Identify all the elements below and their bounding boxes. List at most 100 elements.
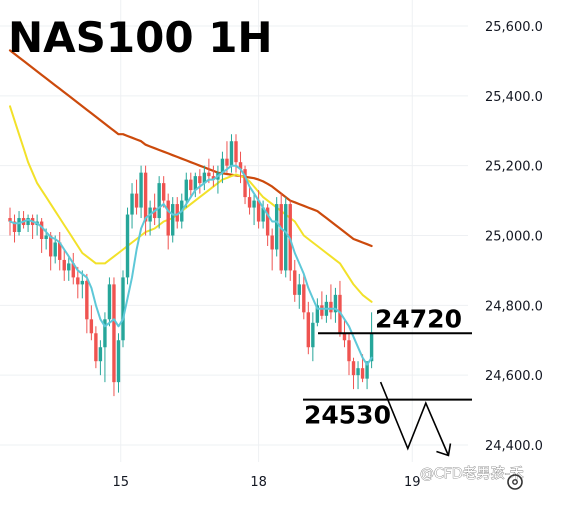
y-tick-label: 25,400.0 (485, 90, 543, 105)
y-tick-label: 25,200.0 (485, 160, 543, 175)
candle-body (76, 277, 80, 285)
candle-body (48, 235, 53, 257)
candle-body (89, 319, 94, 334)
candle (103, 312, 107, 383)
candle-body (238, 162, 243, 170)
candle (225, 141, 229, 173)
candle-body (274, 204, 279, 250)
candle (12, 214, 17, 243)
candle-body (284, 204, 288, 271)
candle (247, 186, 252, 215)
candle (121, 270, 125, 348)
x-tick-label: 18 (250, 475, 267, 490)
candle (130, 183, 134, 229)
y-tick-label: 25,600.0 (485, 20, 543, 35)
candle (112, 277, 116, 397)
candle (171, 197, 175, 243)
ma-slow-layer (8, 49, 373, 248)
candle-body (17, 218, 21, 233)
candle (297, 273, 301, 309)
candle (134, 179, 139, 215)
candle-body (85, 280, 89, 320)
candle (161, 176, 166, 208)
ma-mid-line (9, 105, 373, 303)
candle-body (143, 172, 148, 222)
candle (347, 333, 351, 376)
candle-body (315, 305, 320, 323)
candle (265, 204, 270, 246)
candle-body (116, 340, 121, 383)
candle-body (229, 141, 234, 166)
candle (202, 165, 207, 191)
candle (270, 228, 274, 271)
candle (216, 165, 220, 194)
x-axis: 15 18 19 (112, 475, 420, 490)
candle (261, 200, 265, 229)
candle (98, 340, 103, 376)
candle (274, 197, 279, 257)
y-tick-label: 25,000.0 (485, 230, 543, 245)
x-tick-label: 15 (112, 475, 129, 490)
candle (62, 249, 66, 281)
candle-body (161, 183, 166, 201)
watermark: @CFD老男孩-禾 (420, 466, 524, 482)
candle-body (234, 141, 238, 163)
projection-arrowhead (436, 443, 452, 457)
ma-mid-layer (9, 105, 373, 303)
candle (139, 165, 143, 219)
candle (166, 193, 170, 250)
candle-body (175, 204, 179, 222)
candle-body (202, 172, 207, 184)
candle-body (306, 312, 311, 348)
y-tick-label: 24,600.0 (485, 369, 543, 384)
candle-body (130, 193, 134, 215)
candle (116, 333, 121, 393)
candle-body (98, 347, 103, 362)
candle-body (107, 284, 112, 320)
candle-body (365, 361, 369, 379)
candle-body (71, 263, 75, 278)
candle-body (121, 277, 125, 341)
candle-body (152, 207, 157, 219)
candle (302, 273, 306, 320)
candle (333, 287, 338, 323)
candle-body (207, 172, 211, 177)
candle (238, 151, 243, 184)
candle-body (184, 179, 188, 201)
candle (351, 357, 356, 390)
candle (21, 211, 26, 229)
candle-body (329, 301, 333, 313)
candle-body (189, 179, 193, 191)
ma-slow-line (8, 49, 373, 248)
candle-body (333, 294, 338, 313)
candle-body (80, 280, 85, 285)
candle-body (279, 204, 283, 271)
candle-body (157, 183, 161, 219)
candle (39, 218, 44, 253)
candle-body (225, 158, 229, 166)
candle (306, 301, 311, 355)
candle (85, 273, 89, 334)
candle (48, 232, 53, 271)
candle (157, 176, 161, 229)
candle-body (256, 200, 261, 222)
candle (152, 193, 157, 226)
candle (89, 305, 94, 341)
candle-body (211, 176, 216, 180)
candle (243, 165, 247, 205)
candle (320, 291, 324, 320)
candle (125, 207, 130, 285)
candle (338, 280, 342, 337)
candle (107, 277, 112, 327)
candle (252, 193, 256, 226)
gear-icon[interactable] (507, 474, 523, 490)
candle-body (62, 259, 66, 271)
candle-body (67, 263, 71, 271)
candle (315, 298, 320, 327)
candle-body (44, 235, 48, 239)
candle (189, 172, 193, 198)
projection-path (379, 381, 450, 456)
candle (311, 312, 315, 362)
x-tick-label: 19 (404, 475, 421, 490)
y-axis: 25,600.0 25,400.0 25,200.0 25,000.0 24,800.0… (485, 20, 543, 454)
